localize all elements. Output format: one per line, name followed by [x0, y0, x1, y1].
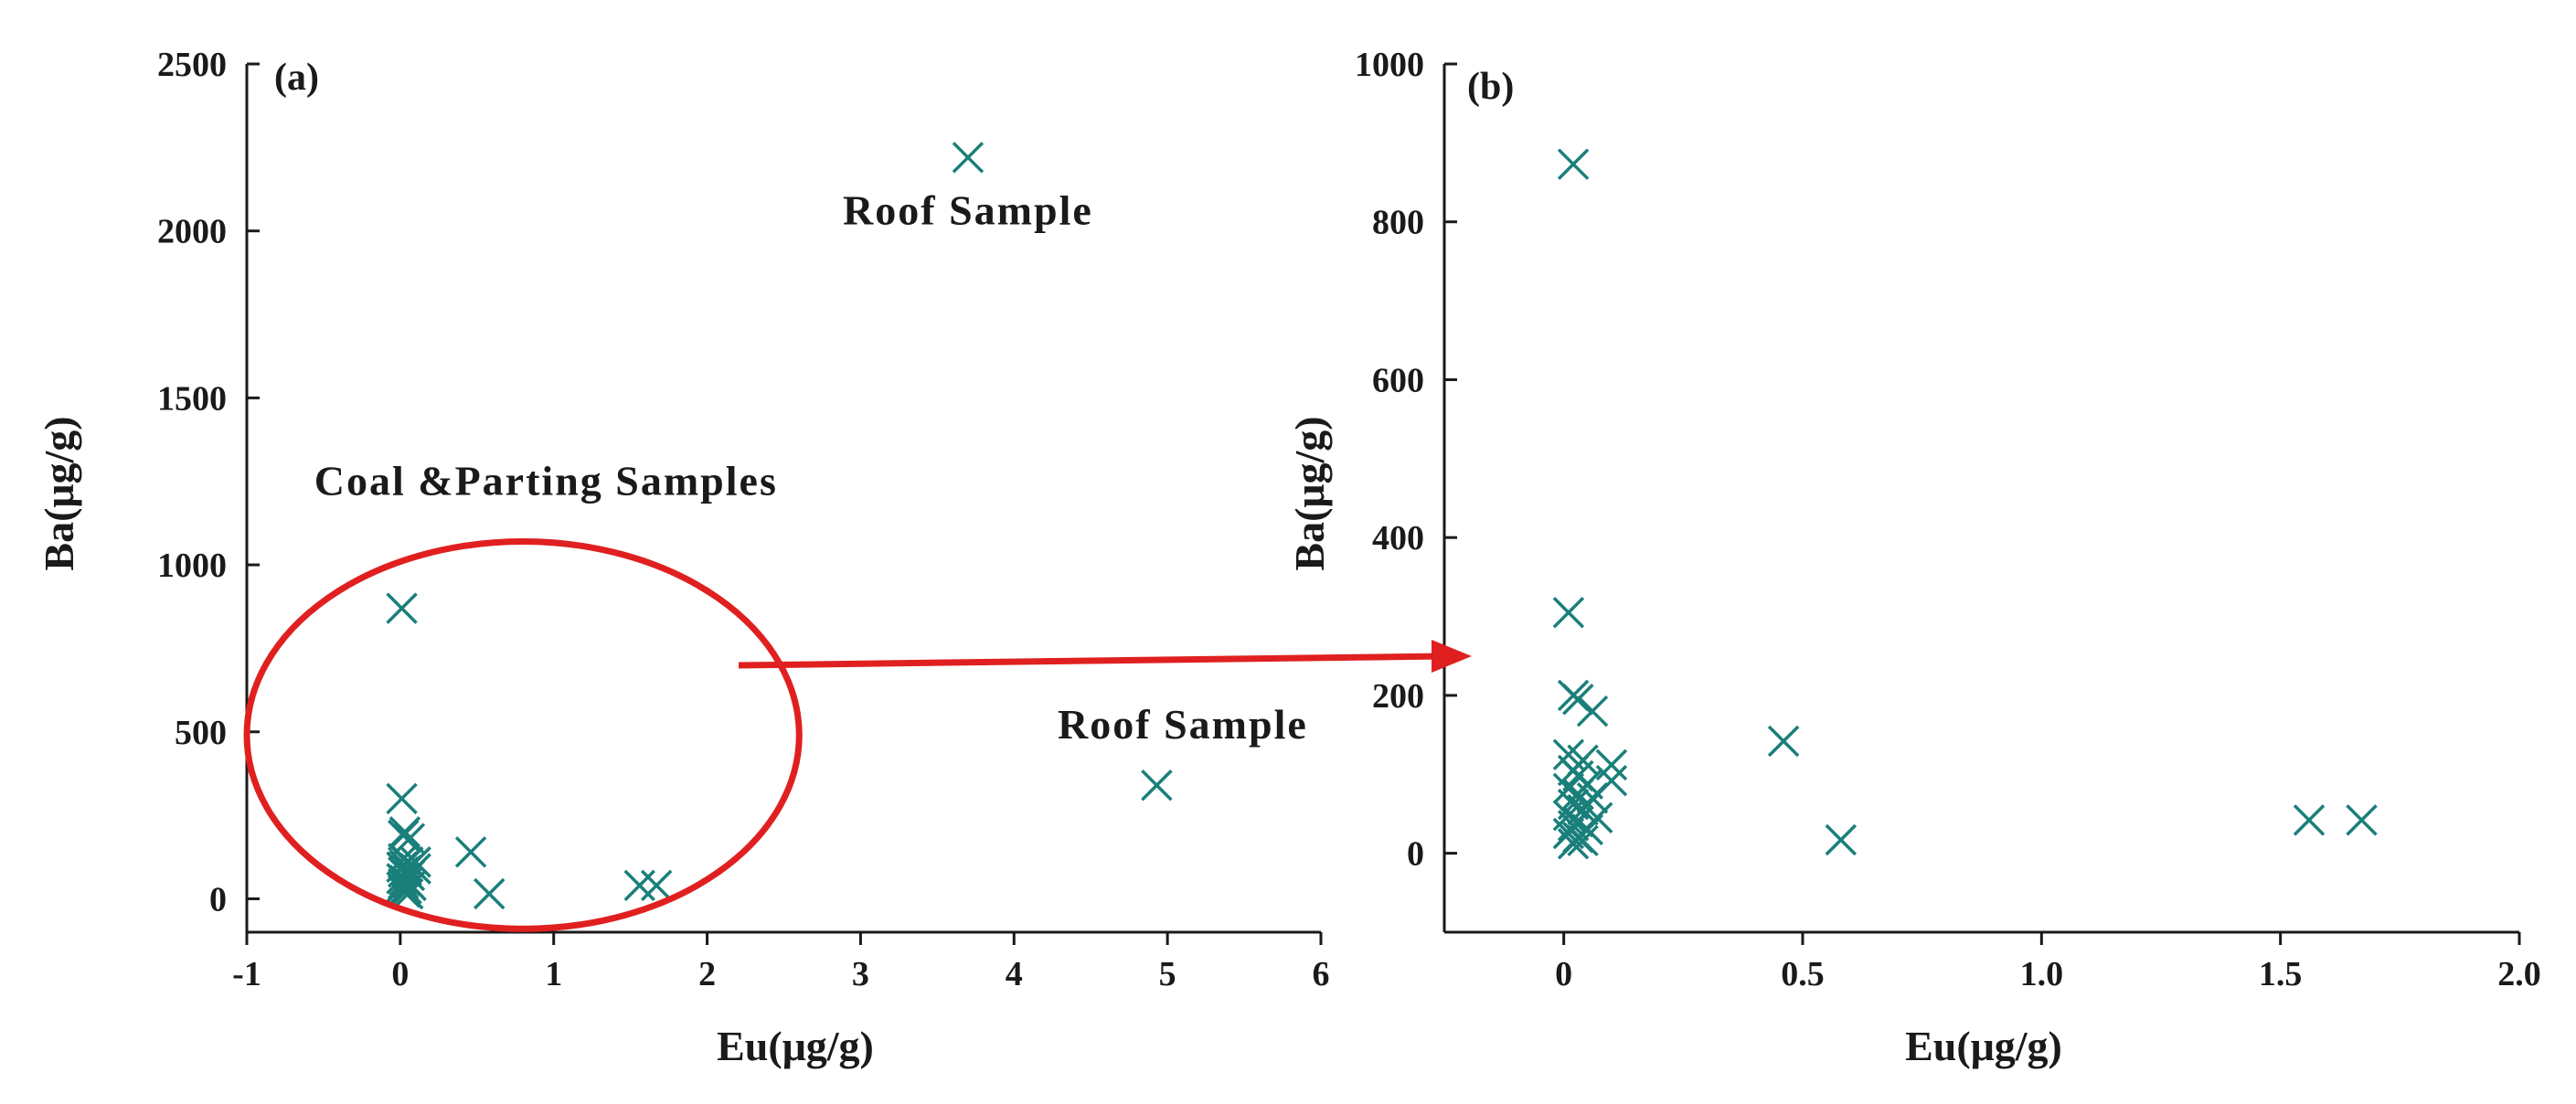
- marker-stroke: [473, 877, 506, 910]
- marker-stroke: [393, 823, 426, 855]
- data-point-marker: [2346, 804, 2378, 836]
- marker-stroke: [1552, 772, 1585, 805]
- x-tick-label: 4: [1006, 955, 1023, 993]
- y-axis-label: Ba(μg/g): [1286, 416, 1333, 570]
- data-point-marker: [386, 782, 418, 815]
- y-tick-label: 600: [1372, 361, 1424, 399]
- x-tick-label: 1: [545, 955, 562, 993]
- x-tick-label: 6: [1313, 955, 1330, 993]
- marker-stroke: [1767, 725, 1800, 758]
- panel-label: (b): [1467, 66, 1514, 108]
- data-point-marker: [1562, 683, 1594, 716]
- data-point-marker: [1552, 596, 1585, 629]
- data-point-marker: [1767, 725, 1800, 758]
- highlight-ellipse: [243, 538, 803, 932]
- data-point-marker: [2293, 804, 2326, 836]
- x-tick-label: 2: [698, 955, 716, 993]
- marker-stroke: [392, 877, 424, 910]
- marker-stroke: [1552, 738, 1585, 770]
- data-point-marker: [1557, 828, 1590, 860]
- data-point-marker: [1825, 823, 1857, 856]
- data-point-marker: [1557, 148, 1590, 180]
- marker-stroke: [1567, 824, 1599, 857]
- marker-stroke: [1552, 596, 1585, 629]
- panel-label: (a): [274, 57, 319, 99]
- marker-stroke: [640, 869, 673, 902]
- data-point-marker: [1567, 824, 1599, 857]
- marker-stroke: [1562, 683, 1594, 716]
- x-tick-label: -1: [232, 955, 261, 993]
- zoom-arrow-head: [1432, 640, 1472, 673]
- x-tick-label: 5: [1159, 955, 1176, 993]
- data-point-marker: [1141, 769, 1173, 801]
- y-tick-label: 2500: [157, 46, 227, 84]
- marker-stroke: [952, 142, 985, 174]
- marker-stroke: [1557, 148, 1590, 180]
- marker-stroke: [623, 869, 655, 902]
- data-point-marker: [392, 877, 424, 910]
- marker-stroke: [1825, 823, 1857, 856]
- y-tick-label: 500: [175, 714, 227, 752]
- data-point-marker: [393, 823, 426, 855]
- annotation-label: Coal &Parting Samples: [314, 457, 778, 504]
- annotation-label: Roof Sample: [1058, 701, 1308, 748]
- marker-stroke: [1141, 769, 1173, 801]
- x-tick-label: 3: [852, 955, 869, 993]
- data-point-marker: [454, 836, 487, 868]
- data-point-marker: [952, 142, 985, 174]
- y-tick-label: 200: [1372, 677, 1424, 716]
- marker-stroke: [1557, 828, 1590, 860]
- marker-stroke: [2293, 804, 2326, 836]
- annotation-label: Roof Sample: [843, 186, 1093, 233]
- data-point-marker: [386, 592, 418, 624]
- y-tick-label: 0: [1407, 835, 1424, 874]
- x-tick-label: 1.5: [2259, 955, 2303, 993]
- x-tick-label: 1.0: [2020, 955, 2064, 993]
- data-point-marker: [1595, 748, 1628, 781]
- marker-stroke: [386, 592, 418, 624]
- y-tick-label: 1000: [1355, 46, 1424, 84]
- zoom-arrow-shaft: [738, 653, 1445, 669]
- data-point-marker: [473, 877, 506, 910]
- y-tick-label: 1500: [157, 379, 227, 418]
- marker-stroke: [387, 819, 420, 852]
- y-axis-label: Ba(μg/g): [36, 416, 82, 570]
- marker-stroke: [1552, 817, 1585, 850]
- marker-stroke: [454, 836, 487, 868]
- data-point-marker: [387, 819, 420, 852]
- data-point-marker: [623, 869, 655, 902]
- x-axis-label: Eu(μg/g): [717, 1023, 874, 1069]
- marker-stroke: [386, 782, 418, 815]
- marker-stroke: [1595, 748, 1628, 781]
- x-tick-label: 0.5: [1781, 955, 1825, 993]
- x-axis-label: Eu(μg/g): [1905, 1023, 2062, 1069]
- data-point-marker: [640, 869, 673, 902]
- y-tick-label: 2000: [157, 213, 227, 251]
- data-point-marker: [1576, 695, 1609, 727]
- marker-stroke: [1562, 778, 1594, 811]
- y-tick-label: 800: [1372, 204, 1424, 242]
- y-tick-label: 0: [209, 880, 227, 918]
- y-tick-label: 400: [1372, 519, 1424, 557]
- x-tick-label: 0: [391, 955, 409, 993]
- x-tick-label: 0: [1555, 955, 1572, 993]
- panel-b-scatter-plot: 0 200 400 600 800 1000 0 0.5 1.0 1.5 2.0 Eu(μg/g) Ba…: [1286, 46, 2541, 1069]
- marker-stroke: [2346, 804, 2378, 836]
- highlight-overlay: [243, 538, 1472, 932]
- marker-stroke: [1576, 695, 1609, 727]
- y-tick-label: 1000: [157, 547, 227, 585]
- x-tick-label: 2.0: [2497, 955, 2541, 993]
